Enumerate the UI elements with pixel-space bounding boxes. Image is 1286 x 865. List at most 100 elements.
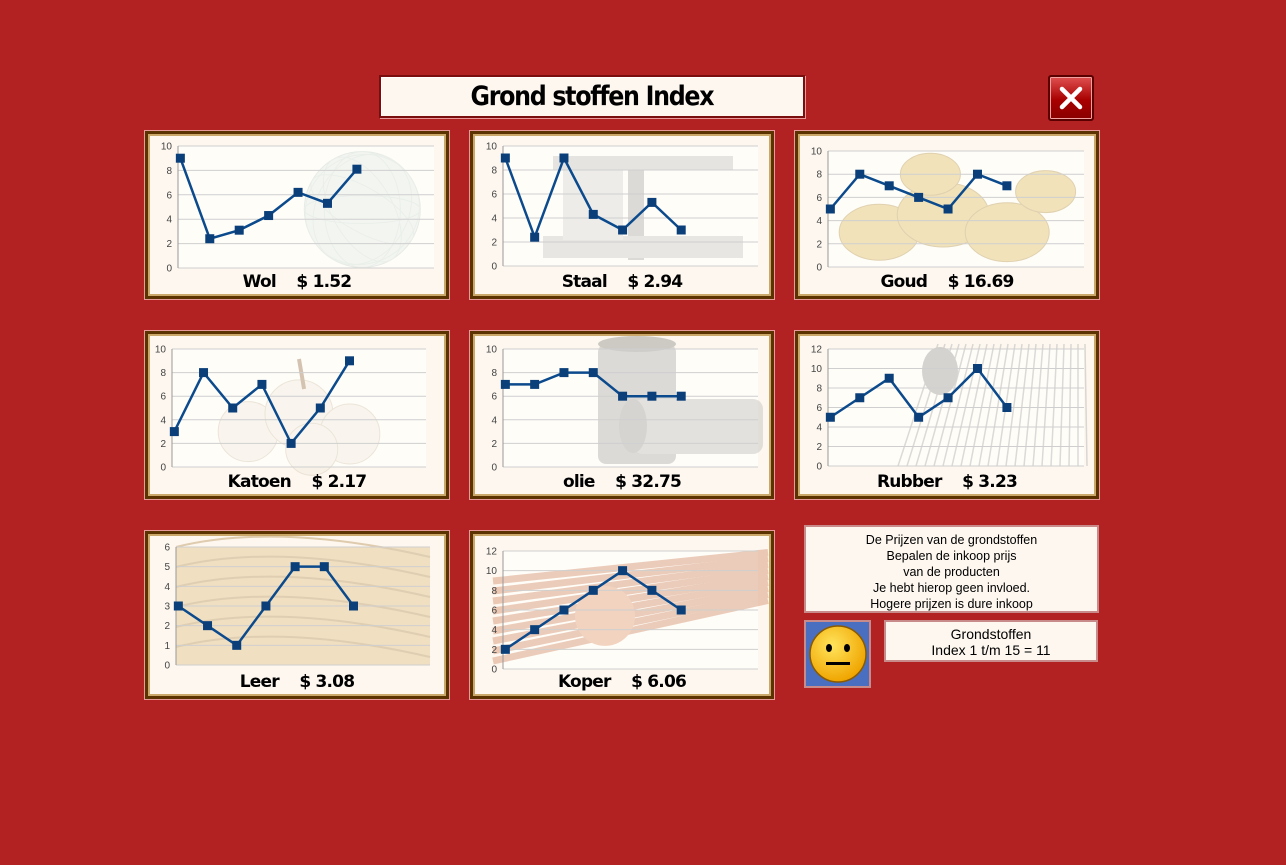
commodity-name: olie (562, 472, 595, 492)
index-title: Grondstoffen (950, 626, 1032, 642)
y-tick-label: 6 (816, 193, 822, 204)
data-point (234, 225, 244, 235)
commodity-label: olie $ 32.75 (473, 472, 771, 492)
index-value: Index 1 t/m 15 = 11 (931, 642, 1051, 658)
chart-panel-staal: 0 2 4 6 8 10 Staal $ 2.94 (470, 131, 774, 299)
y-tick-label: 4 (166, 215, 172, 226)
data-point (825, 412, 835, 422)
y-tick-label: 6 (160, 392, 166, 403)
data-point (349, 601, 359, 611)
data-point (500, 379, 510, 389)
data-point (345, 356, 355, 366)
close-icon (1059, 86, 1083, 110)
data-point (228, 403, 238, 413)
data-point (676, 605, 686, 615)
commodity-label: Leer $ 3.08 (148, 672, 446, 692)
plot-area (172, 349, 426, 467)
close-button[interactable] (1048, 75, 1094, 121)
plot-area (178, 146, 434, 268)
y-tick-label: 4 (816, 216, 822, 227)
data-point (290, 562, 300, 572)
y-tick-label: 2 (166, 239, 172, 250)
info-line: De Prijzen van de grondstoffen (865, 533, 1038, 547)
info-text-box: De Prijzen van de grondstoffen Bepalen d… (804, 525, 1099, 613)
commodity-price: $ 1.52 (296, 272, 352, 292)
commodity-name: Wol (242, 272, 277, 292)
y-tick-label: 4 (491, 625, 497, 636)
data-point (972, 169, 982, 179)
commodity-name: Katoen (227, 472, 292, 492)
chart-katoen: 0 2 4 6 8 10 (155, 345, 426, 476)
data-point (1002, 403, 1012, 412)
y-tick-label: 10 (155, 345, 167, 356)
yarn-ball-illustration (303, 150, 421, 268)
data-point (530, 625, 540, 635)
data-point (203, 621, 213, 631)
commodity-label: Goud $ 16.69 (798, 272, 1096, 292)
y-tick-label: 6 (166, 190, 172, 201)
chart-panel-olie: 0 2 4 6 8 10 olie $ 32.75 (470, 331, 774, 499)
data-point (972, 364, 982, 373)
y-tick-label: 8 (491, 166, 497, 177)
page-title-box: Grond stoffen Index (379, 75, 805, 118)
commodity-name: Goud (880, 272, 928, 292)
y-tick-label: 8 (166, 166, 172, 177)
chart-staal: 0 2 4 6 8 10 (486, 142, 758, 273)
info-line: Hogere prijzen is dure inkoop (870, 597, 1033, 611)
data-point (559, 605, 569, 615)
data-point (500, 153, 510, 163)
chart-olie: 0 2 4 6 8 10 (486, 336, 763, 474)
y-tick-label: 10 (161, 142, 173, 153)
y-tick-label: 2 (160, 439, 166, 450)
commodity-price: $ 32.75 (615, 472, 682, 492)
y-tick-label: 4 (160, 415, 166, 426)
y-tick-label: 10 (486, 142, 498, 153)
data-point (199, 368, 209, 378)
chart-panel-rubber: 0 2 4 6 8 10 12 Rubber $ 3.23 (795, 331, 1099, 499)
commodity-price: $ 3.23 (962, 472, 1018, 492)
y-tick-label: 6 (491, 606, 497, 617)
y-tick-label: 0 (491, 262, 497, 273)
commodity-price: $ 16.69 (947, 272, 1015, 292)
data-point (914, 412, 924, 422)
data-point (500, 644, 510, 654)
y-tick-label: 0 (491, 665, 497, 676)
y-tick-label: 6 (491, 190, 497, 201)
rubber-hose-illustration (897, 343, 1088, 467)
data-point (943, 393, 953, 403)
commodity-price: $ 6.06 (631, 672, 687, 692)
data-point (286, 438, 296, 448)
data-point (559, 153, 569, 163)
y-tick-label: 4 (491, 415, 497, 426)
y-tick-label: 3 (164, 602, 170, 613)
y-tick-label: 0 (166, 264, 172, 275)
data-point (943, 204, 953, 214)
y-tick-label: 4 (164, 582, 170, 593)
data-point (647, 197, 657, 207)
y-tick-label: 6 (164, 543, 170, 554)
data-point (173, 601, 183, 611)
data-point (884, 181, 894, 191)
oil-barrels-illustration (598, 336, 763, 464)
y-tick-label: 2 (816, 442, 822, 453)
chart-panel-leer: 0 1 2 3 4 5 6 Leer $ 3.08 (145, 531, 449, 699)
y-tick-label: 0 (164, 661, 170, 672)
commodity-price: $ 2.17 (311, 472, 367, 492)
commodity-label: Wol $ 1.52 (148, 272, 446, 292)
y-tick-label: 12 (811, 345, 823, 356)
data-point (530, 379, 540, 389)
page-title: Grond stoffen Index (470, 81, 715, 112)
commodity-name: Staal (561, 272, 608, 292)
info-line: Je hebt hierop geen invloed. (872, 581, 1031, 595)
data-point (205, 234, 215, 244)
y-tick-label: 1 (164, 641, 170, 652)
data-point (232, 640, 242, 650)
y-tick-label: 8 (491, 368, 497, 379)
commodity-name: Koper (557, 672, 611, 692)
y-tick-label: 12 (486, 547, 498, 558)
y-tick-label: 8 (160, 368, 166, 379)
y-tick-label: 10 (486, 566, 498, 577)
chart-panel-koper: 0 2 4 6 8 10 12 Koper $ 6.06 (470, 531, 774, 699)
data-point (261, 601, 271, 611)
y-tick-label: 10 (811, 364, 823, 375)
